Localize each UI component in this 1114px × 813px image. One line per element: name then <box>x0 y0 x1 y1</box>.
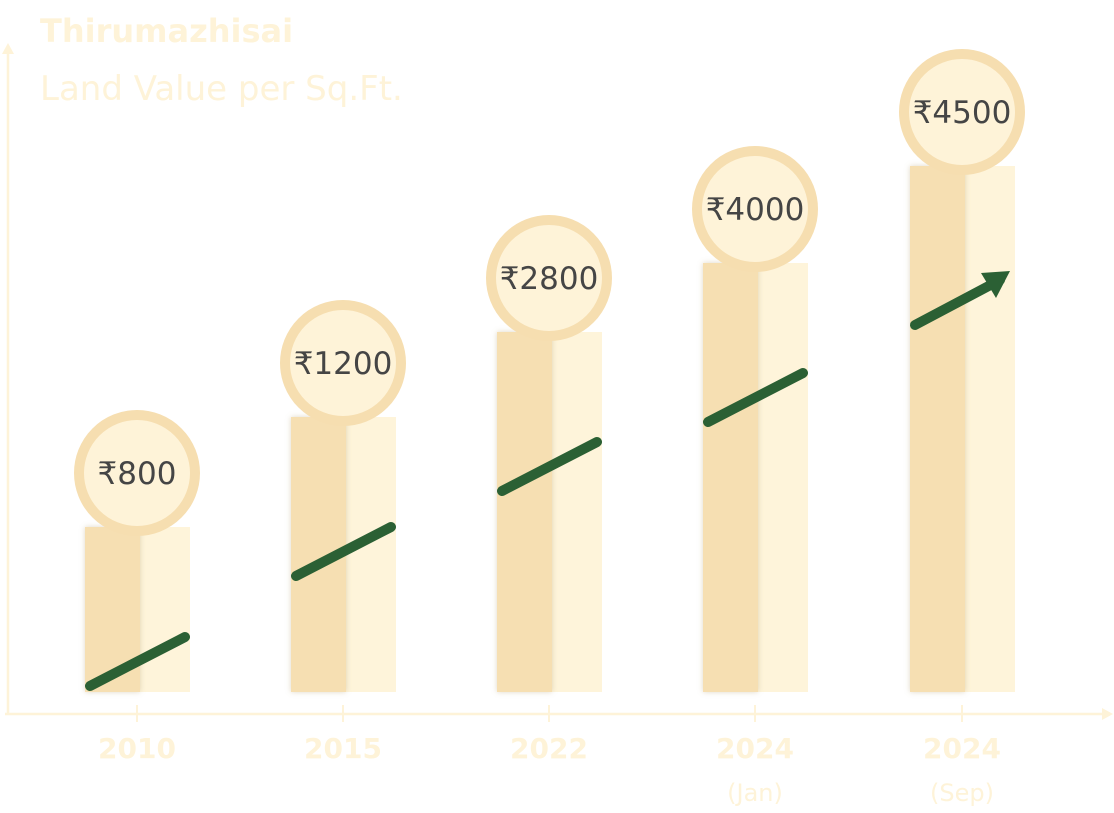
bar-group-2: ₹2800 2022 <box>486 215 612 765</box>
bar-group-1: ₹1200 2015 <box>280 300 406 765</box>
bar-light-half <box>758 263 808 692</box>
bar-light-half <box>140 527 190 692</box>
trend-arrow <box>910 275 1005 330</box>
arrowhead-icon <box>981 271 1010 298</box>
bar-light-half <box>965 166 1015 692</box>
bar <box>497 332 552 692</box>
x-tick-sublabel: (Jan) <box>727 779 783 807</box>
bar-light-half <box>552 332 602 692</box>
bar <box>703 263 758 692</box>
trend-segment <box>703 368 808 427</box>
trend-segment <box>497 437 602 496</box>
bar-group-3: ₹4000 2024 (Jan) <box>692 146 818 807</box>
x-tick-label: 2022 <box>510 732 588 765</box>
data-label: ₹4000 <box>706 192 805 228</box>
x-tick-label: 2010 <box>98 732 176 765</box>
axes <box>2 43 1113 720</box>
data-label: ₹2800 <box>500 261 599 297</box>
trend-segment <box>291 522 396 581</box>
value-bubble <box>280 300 406 426</box>
chart-subtitle: Land Value per Sq.Ft. <box>40 69 403 109</box>
data-label: ₹1200 <box>294 346 393 382</box>
x-axis-arrow-icon <box>1102 708 1113 720</box>
y-axis-arrow-icon <box>2 43 14 54</box>
x-tick-sublabel: (Sep) <box>930 779 994 807</box>
value-bubble <box>486 215 612 341</box>
chart-title: Thirumazhisai <box>40 12 293 50</box>
trend-segment <box>85 632 190 691</box>
bar-group-0: ₹800 2010 <box>74 410 200 765</box>
data-label: ₹800 <box>98 456 177 492</box>
value-bubble <box>692 146 818 272</box>
bar-group-4: ₹4500 2024 (Sep) <box>899 49 1025 807</box>
bar <box>910 166 965 692</box>
x-tick-label: 2024 <box>716 732 794 765</box>
data-label: ₹4500 <box>913 95 1012 131</box>
x-tick-label: 2015 <box>304 732 382 765</box>
value-bubble <box>74 410 200 536</box>
value-bubble <box>899 49 1025 175</box>
x-tick-label: 2024 <box>923 732 1001 765</box>
bar-light-half <box>346 417 396 692</box>
